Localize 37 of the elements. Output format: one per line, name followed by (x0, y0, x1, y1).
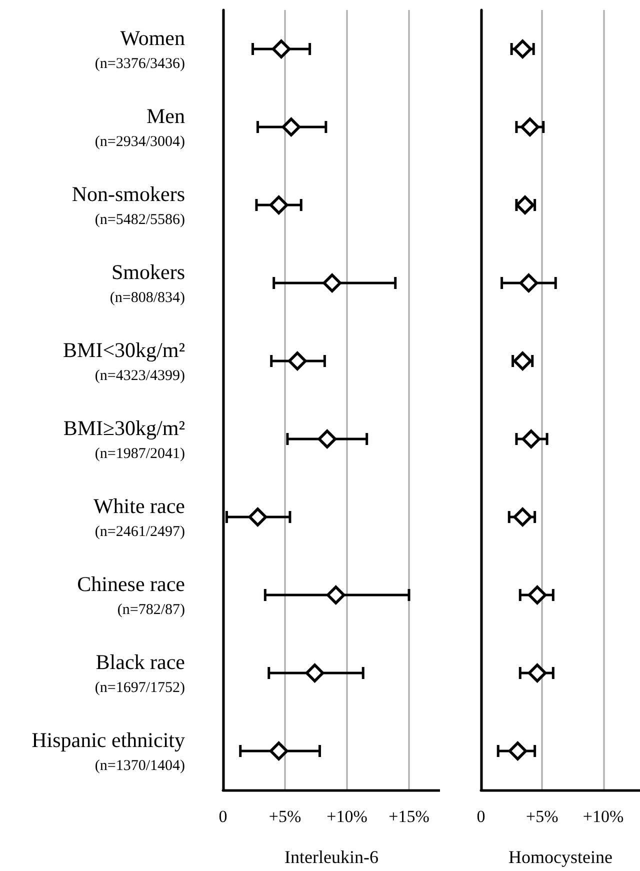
point (305, 664, 324, 682)
x-axis-title: Interleukin-6 (284, 847, 378, 867)
point (272, 40, 291, 58)
point (269, 742, 288, 760)
x-tick-label: +10% (582, 807, 624, 826)
point (288, 352, 307, 370)
y-tick-label: BMI≥30kg/m² (n=1987/2041) (63, 416, 185, 462)
y-tick-label: Chinese race (n=782/87) (77, 572, 185, 618)
x-tick-label: +10% (326, 807, 368, 826)
point (522, 430, 541, 448)
y-tick-label: BMI<30kg/m² (n=4323/4399) (63, 338, 185, 384)
point (326, 586, 346, 604)
point (513, 40, 532, 58)
point (513, 508, 532, 526)
point (282, 118, 301, 136)
point (528, 586, 547, 604)
y-tick-label: Smokers (n=808/834) (110, 260, 185, 306)
x-tick-label: 0 (218, 807, 228, 826)
y-tick-label: Black race (n=1697/1752) (94, 650, 185, 696)
point (322, 274, 342, 292)
point (528, 664, 547, 682)
point (318, 430, 337, 448)
y-tick-label: Hispanic ethnicity (n=1370/1404) (32, 728, 186, 774)
x-axis-title: Homocysteine (508, 847, 612, 867)
x-tick-label: +15% (388, 807, 430, 826)
y-tick-label: Non-smokers (n=5482/5586) (72, 182, 185, 228)
point (519, 274, 538, 292)
y-tick-label: White race (n=2461/2497) (93, 494, 185, 540)
x-tick-label: +5% (268, 807, 302, 826)
point (269, 196, 288, 214)
y-tick-label: Women (n=3376/3436) (94, 26, 186, 72)
x-tick-label: 0 (476, 807, 486, 826)
point (520, 118, 540, 136)
point (508, 742, 528, 760)
point (248, 508, 268, 526)
y-tick-label: Men (n=2934/3004) (94, 104, 186, 150)
x-tick-label: +5% (526, 807, 558, 826)
